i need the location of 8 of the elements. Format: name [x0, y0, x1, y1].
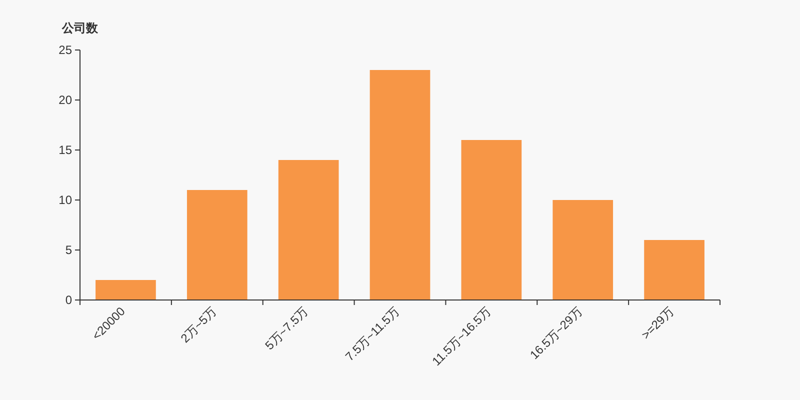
y-tick-label: 5 — [65, 243, 72, 257]
y-tick-label: 15 — [58, 143, 72, 157]
y-axis-title: 公司数 — [61, 21, 99, 35]
y-tick-label: 0 — [65, 293, 72, 307]
x-tick-label: 2万~5万 — [178, 304, 220, 346]
y-tick-label: 25 — [58, 43, 72, 57]
y-tick-label: 20 — [58, 93, 72, 107]
y-tick-label: 10 — [58, 193, 72, 207]
